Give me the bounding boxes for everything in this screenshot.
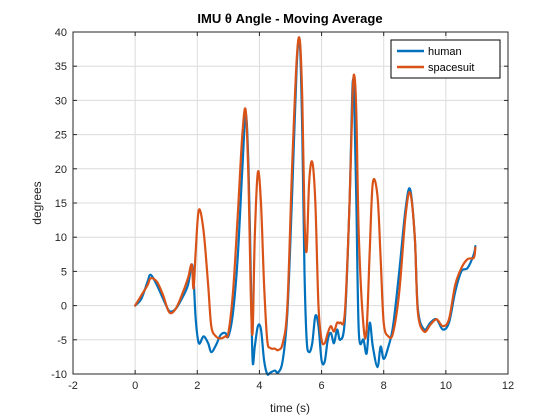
- y-tick-label: -5: [57, 335, 67, 347]
- series-line-spacesuit: [134, 36, 477, 352]
- y-tick-label: 35: [55, 61, 67, 73]
- series-line-human: [134, 36, 477, 376]
- x-tick-labels: -2 0 2 4 6 8 10 12: [68, 380, 514, 392]
- series-lines: [134, 36, 477, 376]
- x-tick-label: 10: [440, 380, 452, 392]
- x-axis-label: time (s): [270, 401, 310, 415]
- x-tick-label: 6: [319, 380, 325, 392]
- y-tick-label: 25: [55, 130, 67, 142]
- y-tick-label: 20: [55, 164, 67, 176]
- y-tick-label: 5: [61, 266, 67, 278]
- legend-label-spacesuit: spacesuit: [428, 62, 474, 74]
- legend-label-human: human: [428, 46, 462, 58]
- legend: human spacesuit: [390, 39, 501, 79]
- axis-ticks: [72, 31, 509, 375]
- y-tick-label: 10: [55, 232, 67, 244]
- y-tick-label: 40: [55, 27, 67, 39]
- y-tick-label: 15: [55, 198, 67, 210]
- x-tick-label: 0: [132, 380, 138, 392]
- legend-box: [390, 39, 501, 79]
- x-tick-label: 12: [502, 380, 514, 392]
- y-tick-label: -10: [51, 369, 67, 381]
- y-tick-labels: -10 -5 0 5 10 15 20 25 30 35 40: [51, 27, 67, 381]
- y-tick-label: 30: [55, 95, 67, 107]
- y-axis-label: degrees: [30, 181, 44, 224]
- x-tick-label: -2: [68, 380, 78, 392]
- y-tick-label: 0: [61, 301, 67, 313]
- chart-title: IMU θ Angle - Moving Average: [197, 11, 382, 26]
- x-tick-label: 8: [381, 380, 387, 392]
- x-tick-label: 2: [194, 380, 200, 392]
- x-tick-label: 4: [256, 380, 262, 392]
